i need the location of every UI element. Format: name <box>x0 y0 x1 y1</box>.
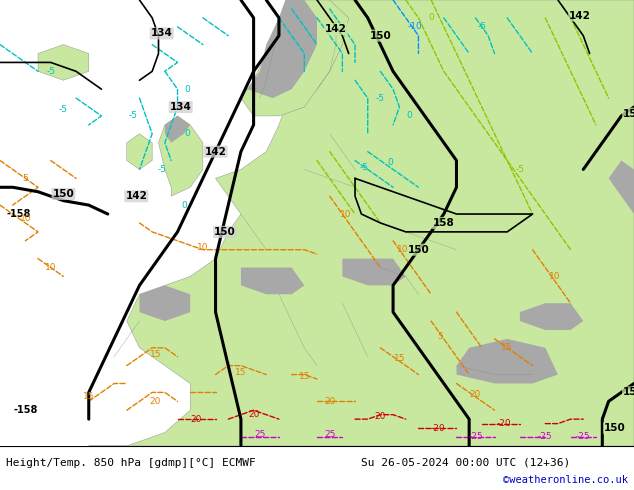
Text: -25: -25 <box>468 433 483 441</box>
Text: -10: -10 <box>408 22 423 31</box>
Text: Su 26-05-2024 00:00 UTC (12+36): Su 26-05-2024 00:00 UTC (12+36) <box>361 458 571 467</box>
Text: 25: 25 <box>324 430 335 439</box>
Text: 0: 0 <box>181 200 187 210</box>
Text: 25: 25 <box>254 430 266 439</box>
Text: 142: 142 <box>325 24 347 34</box>
Text: ©weatheronline.co.uk: ©weatheronline.co.uk <box>503 475 628 485</box>
Text: -5: -5 <box>360 163 369 172</box>
Text: 134: 134 <box>151 28 172 38</box>
Text: 10: 10 <box>45 263 56 272</box>
Text: -25: -25 <box>538 433 553 441</box>
Text: 15: 15 <box>150 350 161 359</box>
Text: 150: 150 <box>623 109 634 119</box>
Text: 10: 10 <box>20 214 31 223</box>
Text: 150: 150 <box>604 423 626 433</box>
Text: 0: 0 <box>387 158 393 167</box>
Text: 134: 134 <box>170 102 191 112</box>
Text: 20: 20 <box>324 397 335 406</box>
Text: 150: 150 <box>408 245 429 255</box>
Text: -5: -5 <box>59 105 68 114</box>
Text: 20: 20 <box>470 390 481 399</box>
Text: 15: 15 <box>235 368 247 377</box>
Text: 150: 150 <box>370 31 391 41</box>
Text: 142: 142 <box>126 191 147 201</box>
Text: 0: 0 <box>428 13 434 23</box>
Text: 20: 20 <box>375 413 386 421</box>
Text: -158: -158 <box>13 405 37 415</box>
Text: 142: 142 <box>205 147 226 157</box>
Text: 15: 15 <box>501 343 513 352</box>
Text: 142: 142 <box>569 11 591 21</box>
Text: 10: 10 <box>397 245 408 254</box>
Text: 0: 0 <box>406 111 412 121</box>
Text: -25: -25 <box>576 433 591 441</box>
Text: 20: 20 <box>191 415 202 424</box>
Text: -5: -5 <box>129 111 138 121</box>
Text: -158: -158 <box>7 209 31 219</box>
Text: -5: -5 <box>477 22 486 31</box>
Text: 150: 150 <box>53 189 74 199</box>
Text: 5: 5 <box>437 332 444 341</box>
Text: -5: -5 <box>46 67 55 76</box>
Text: 150: 150 <box>214 227 236 237</box>
Text: Height/Temp. 850 hPa [gdmp][°C] ECMWF: Height/Temp. 850 hPa [gdmp][°C] ECMWF <box>6 458 256 467</box>
Text: -20: -20 <box>430 423 445 433</box>
Text: 10: 10 <box>340 210 351 219</box>
Text: 15: 15 <box>394 354 405 364</box>
Text: 20: 20 <box>248 410 259 419</box>
Text: 20: 20 <box>150 397 161 406</box>
Text: 15: 15 <box>299 372 310 381</box>
Text: 158: 158 <box>433 218 455 228</box>
Text: 0: 0 <box>184 129 190 138</box>
Text: 150: 150 <box>623 388 634 397</box>
Text: -5: -5 <box>515 165 524 174</box>
Text: 0: 0 <box>184 85 190 94</box>
Text: 15: 15 <box>83 392 94 401</box>
Text: -5: -5 <box>376 94 385 102</box>
Text: 5: 5 <box>22 174 29 183</box>
Text: -20: -20 <box>496 419 512 428</box>
Text: 10: 10 <box>549 272 560 281</box>
Text: -5: -5 <box>157 165 166 174</box>
Text: 10: 10 <box>197 243 209 252</box>
